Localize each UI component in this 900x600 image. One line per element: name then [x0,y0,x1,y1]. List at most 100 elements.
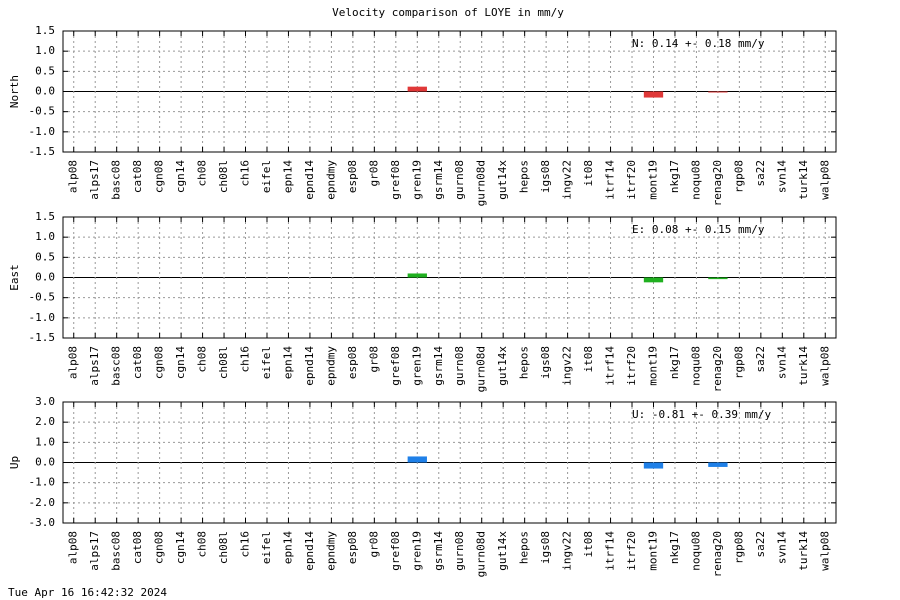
x-tick-label: noqu08 [689,160,702,200]
x-tick-label: igs08 [539,531,552,564]
x-tick-label: walp08 [818,531,831,571]
x-tick-label: alp08 [67,531,80,564]
x-tick-label: alps17 [88,531,101,571]
y-tick-label: 1.0 [35,230,55,243]
x-tick-label: turk14 [797,346,810,386]
x-tick-label: alps17 [88,160,101,200]
x-tick-label: gref08 [389,160,402,200]
bar [407,273,427,278]
x-tick-label: nkg17 [668,346,681,379]
x-tick-label: mont19 [646,531,659,571]
y-tick-label: 1.0 [35,44,55,57]
x-tick-label: gurn08d [475,346,488,392]
x-tick-label: gr08 [367,346,380,373]
bar [708,462,728,467]
x-tick-label: gref08 [389,346,402,386]
timestamp: Tue Apr 16 16:42:32 2024 [8,586,167,599]
x-tick-label: epn14 [281,531,294,564]
x-tick-label: ingv22 [561,346,574,386]
x-tick-label: cgn14 [174,531,187,564]
y-tick-label: 3.0 [35,395,55,408]
x-tick-label: it08 [582,160,595,187]
y-tick-label: 0.5 [35,64,55,77]
x-tick-label: gr08 [367,160,380,187]
y-tick-label: -1.0 [29,311,56,324]
x-tick-label: igs08 [539,346,552,379]
y-axis-label: North [8,75,21,108]
x-tick-label: esp08 [346,531,359,564]
x-tick-label: gurn08 [453,346,466,386]
x-tick-label: basc08 [110,160,123,200]
bar [708,277,728,280]
x-tick-label: eifel [260,160,273,193]
y-tick-label: -2.0 [29,496,56,509]
x-tick-label: esp08 [346,346,359,379]
x-tick-label: gurn08 [453,531,466,571]
plot-frame [62,216,837,339]
x-tick-label: ch08l [217,531,230,564]
annotation: N: 0.14 +- 0.18 mm/y [632,37,765,50]
x-tick-label: eifel [260,531,273,564]
x-tick-label: epnd14 [303,531,316,571]
y-tick-label: 0.0 [35,456,55,469]
x-tick-label: ch08 [196,346,209,373]
y-tick-label: -3.0 [29,516,56,529]
x-tick-label: walp08 [818,346,831,386]
x-tick-label: hepos [518,346,531,379]
y-tick-label: 0.0 [35,85,55,98]
x-tick-label: itrf20 [625,160,638,200]
x-tick-label: epnd14 [303,160,316,200]
x-tick-label: sa22 [754,160,767,187]
x-tick-label: ch16 [239,160,252,187]
x-tick-label: svn14 [775,160,788,193]
x-tick-label: rgp08 [732,346,745,379]
bar [708,91,728,93]
x-tick-label: gurn08d [475,160,488,206]
x-tick-label: gsrm14 [432,346,445,386]
y-tick-label: 1.0 [35,435,55,448]
x-tick-label: walp08 [818,160,831,200]
x-tick-label: cgn14 [174,346,187,379]
y-tick-label: 1.5 [35,210,55,223]
y-tick-label: 1.5 [35,24,55,37]
x-tick-label: ingv22 [561,160,574,200]
x-tick-label: svn14 [775,531,788,564]
x-tick-label: mont19 [646,346,659,386]
x-tick-label: basc08 [110,531,123,571]
x-tick-label: epndmy [324,531,337,571]
x-tick-label: turk14 [797,531,810,571]
x-tick-label: alp08 [67,346,80,379]
x-tick-label: epndmy [324,346,337,386]
x-tick-label: ch16 [239,346,252,373]
x-tick-label: nkg17 [668,531,681,564]
y-axis-label: East [8,264,21,291]
x-tick-label: cgn08 [153,346,166,379]
x-tick-label: epn14 [281,160,294,193]
x-tick-label: gr08 [367,531,380,558]
x-tick-label: alps17 [88,346,101,386]
bar [407,456,427,463]
x-tick-label: cat08 [131,160,144,193]
x-tick-label: cat08 [131,531,144,564]
x-tick-label: gut14x [496,160,509,200]
x-tick-label: cgn14 [174,160,187,193]
y-tick-label: -1.0 [29,125,56,138]
x-tick-label: ch16 [239,531,252,558]
x-tick-label: gren19 [410,160,423,200]
y-tick-label: -1.0 [29,476,56,489]
y-tick-label: -1.5 [29,331,56,344]
y-tick-label: -0.5 [29,105,56,118]
x-tick-label: epndmy [324,160,337,200]
x-tick-label: sa22 [754,531,767,558]
x-tick-label: itrf14 [604,160,617,200]
x-tick-label: renag20 [711,160,724,206]
x-tick-label: turk14 [797,160,810,200]
x-tick-label: renag20 [711,346,724,392]
annotation: E: 0.08 +- 0.15 mm/y [632,223,765,236]
x-tick-label: cat08 [131,346,144,379]
x-tick-label: svn14 [775,346,788,379]
x-tick-label: ch08l [217,346,230,379]
x-tick-label: basc08 [110,346,123,386]
